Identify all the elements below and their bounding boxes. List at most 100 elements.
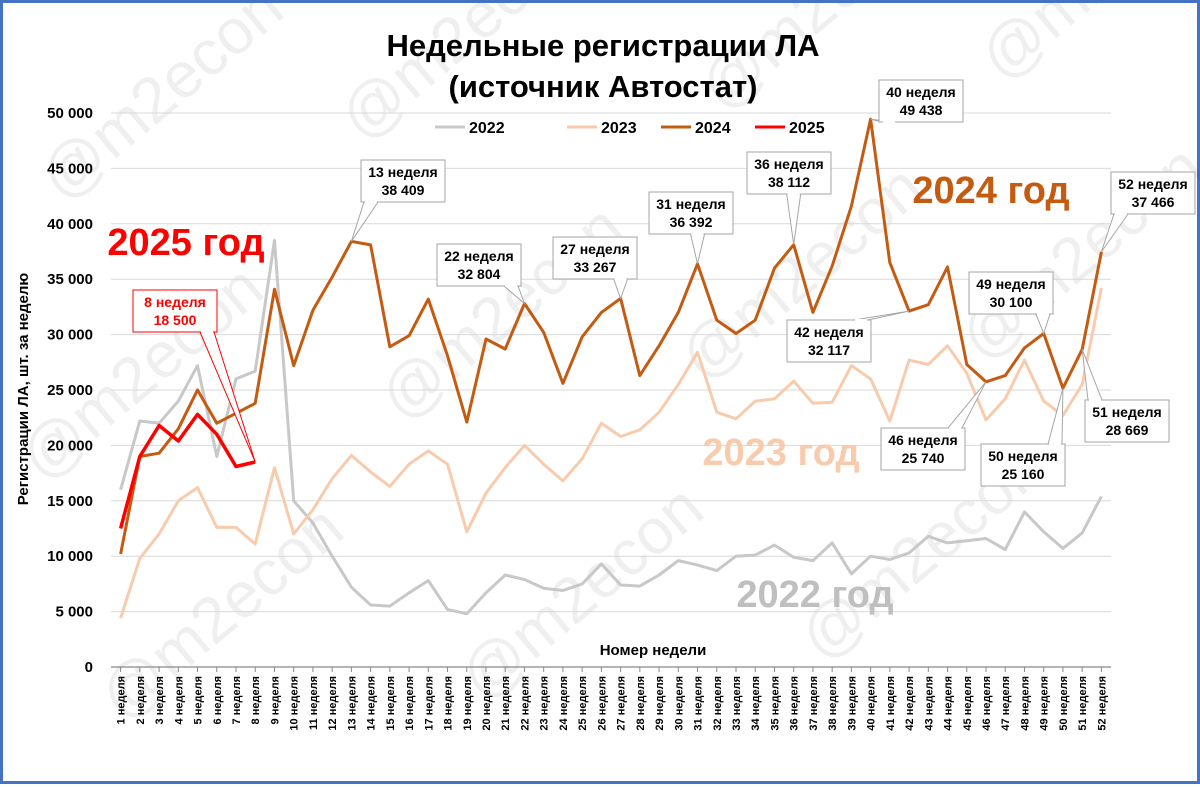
- legend-entry-2024: 2024: [661, 120, 731, 137]
- watermark-6: @m2econ: [366, 190, 636, 433]
- callout-box: [746, 151, 832, 195]
- x-tick-label: 12 неделя: [327, 676, 339, 731]
- callout-week-8-2025: 8 неделя 18 500: [132, 289, 256, 463]
- y-axis-label: Регистрации ЛА, шт. за неделю: [15, 273, 32, 506]
- legend-entry-2025: 2025: [755, 120, 825, 137]
- x-tick-label: 11 неделя: [308, 676, 320, 730]
- x-tick-label: 17 неделя: [423, 676, 435, 731]
- callout-pointer: [853, 310, 910, 321]
- callout-week-31: 31 неделя 36 392: [648, 191, 734, 264]
- callout-week: 27 неделя: [560, 241, 629, 257]
- x-tick-label: 5 неделя: [193, 676, 205, 724]
- callout-value: 18 500: [154, 312, 197, 328]
- x-tick-label: 51 неделя: [1077, 676, 1089, 731]
- watermark-8: @m2econ: [946, 130, 1200, 373]
- callout-value: 32 804: [458, 266, 501, 282]
- chart: @m2econ @m2econ@m2econ @m2econ @m2econ @m2ec…: [6, 3, 1200, 734]
- x-tick-label: 49 неделя: [1039, 676, 1051, 731]
- x-tick-label: 16 неделя: [404, 676, 416, 731]
- x-tick-label: 29 неделя: [654, 676, 666, 731]
- callout-box: [1084, 399, 1170, 443]
- x-tick-label: 35 неделя: [769, 676, 781, 731]
- callout-box: [132, 289, 218, 333]
- y-tick-label: 5 000: [55, 604, 93, 621]
- x-tick-label: 43 неделя: [923, 676, 935, 731]
- x-tick-label: 30 неделя: [673, 676, 685, 731]
- callout-layer: 13 неделя 38 409 22 неделя 32 804 27 неделя 3…: [132, 79, 1196, 487]
- callout-week: 52 неделя: [1118, 176, 1187, 192]
- x-tick-label: 13 неделя: [346, 676, 358, 731]
- callout-value: 33 267: [574, 259, 617, 275]
- callout-box: [880, 427, 966, 471]
- x-tick-label: 7 неделя: [231, 676, 243, 724]
- y-axis: 0 5 000 10 000 15 000 20 000 25 000 30 000 35 0…: [47, 105, 93, 676]
- callout-box: [968, 271, 1054, 315]
- x-tick-label: 20 неделя: [481, 676, 493, 731]
- callout-week-36: 36 неделя 38 112: [746, 151, 832, 245]
- series-layer: [118, 117, 1103, 619]
- y-tick-label: 50 000: [47, 105, 93, 122]
- year-label-2025: 2025 год: [107, 222, 264, 264]
- callout-week: 22 неделя: [444, 248, 513, 264]
- callout-week-13: 13 неделя 38 409: [350, 159, 446, 242]
- callout-box: [786, 319, 872, 363]
- x-tick-label: 39 неделя: [846, 676, 858, 731]
- x-tick-label: 48 неделя: [1019, 676, 1031, 731]
- callout-week: 42 неделя: [794, 324, 863, 340]
- x-tick-label: 27 неделя: [616, 676, 628, 731]
- callout-box: [552, 236, 638, 280]
- callout-value: 49 438: [900, 102, 943, 118]
- x-tick-label: 8 неделя: [250, 676, 262, 724]
- x-tick-label: 45 неделя: [962, 676, 974, 731]
- x-tick-label: 6 неделя: [212, 676, 224, 724]
- y-tick-label: 10 000: [47, 548, 93, 565]
- callout-week: 36 неделя: [754, 156, 823, 172]
- year-label-2022: 2022 год: [736, 574, 893, 616]
- x-axis: 1 неделя 2 неделя 3 неделя 4 неделя 5 неделя…: [116, 667, 1108, 731]
- callout-box: [980, 443, 1066, 487]
- x-tick-label: 38 неделя: [827, 676, 839, 731]
- x-tick-label: 22 неделя: [519, 676, 531, 731]
- callout-pointer: [1047, 388, 1064, 445]
- x-tick-label: 50 неделя: [1058, 676, 1070, 731]
- x-tick-label: 3 неделя: [154, 676, 166, 724]
- chart-title-line-1: Недельные регистрации ЛА: [386, 28, 819, 63]
- x-tick-label: 21 неделя: [500, 676, 512, 731]
- legend-entry-2023: 2023: [567, 120, 637, 137]
- callout-box: [436, 243, 522, 287]
- y-tick-label: 45 000: [47, 160, 93, 177]
- callout-week-42: 42 неделя 32 117: [786, 310, 910, 363]
- x-tick-label: 19 неделя: [462, 676, 474, 731]
- year-label-2023: 2023 год: [702, 432, 859, 474]
- series-line-2023: [119, 287, 1103, 619]
- callout-week-51: 51 неделя 28 669: [1081, 349, 1170, 443]
- x-tick-label: 34 неделя: [750, 676, 762, 731]
- y-tick-label: 0: [85, 659, 93, 676]
- legend-label: 2022: [469, 120, 505, 137]
- callout-pointer: [1081, 349, 1103, 401]
- callout-value: 38 112: [768, 174, 810, 190]
- callout-pointer: [199, 331, 256, 463]
- x-tick-label: 31 неделя: [693, 676, 705, 731]
- x-tick-label: 41 неделя: [885, 676, 897, 731]
- callout-week: 51 неделя: [1092, 404, 1161, 420]
- y-tick-label: 20 000: [47, 437, 93, 454]
- callout-box: [360, 159, 446, 203]
- x-tick-label: 14 неделя: [366, 676, 378, 731]
- x-tick-label: 23 неделя: [539, 676, 551, 731]
- legend-label: 2025: [789, 120, 825, 137]
- series-line-2022: [119, 238, 1103, 616]
- y-tick-label: 15 000: [47, 493, 93, 510]
- y-tick-label: 25 000: [47, 382, 93, 399]
- callout-box: [878, 79, 964, 123]
- x-tick-label: 52 неделя: [1096, 676, 1108, 731]
- year-labels: 2025 год 2024 год 2023 год 2022 год: [107, 170, 1069, 616]
- callout-week-49: 49 неделя 30 100: [968, 271, 1054, 335]
- y-tick-label: 40 000: [47, 216, 93, 233]
- x-tick-label: 33 неделя: [731, 676, 743, 731]
- x-tick-label: 37 неделя: [808, 676, 820, 731]
- x-tick-label: 47 неделя: [1000, 676, 1012, 731]
- callout-pointer: [350, 201, 379, 242]
- callout-value: 28 669: [1106, 422, 1149, 438]
- callout-week-40: 40 неделя 49 438: [870, 79, 964, 123]
